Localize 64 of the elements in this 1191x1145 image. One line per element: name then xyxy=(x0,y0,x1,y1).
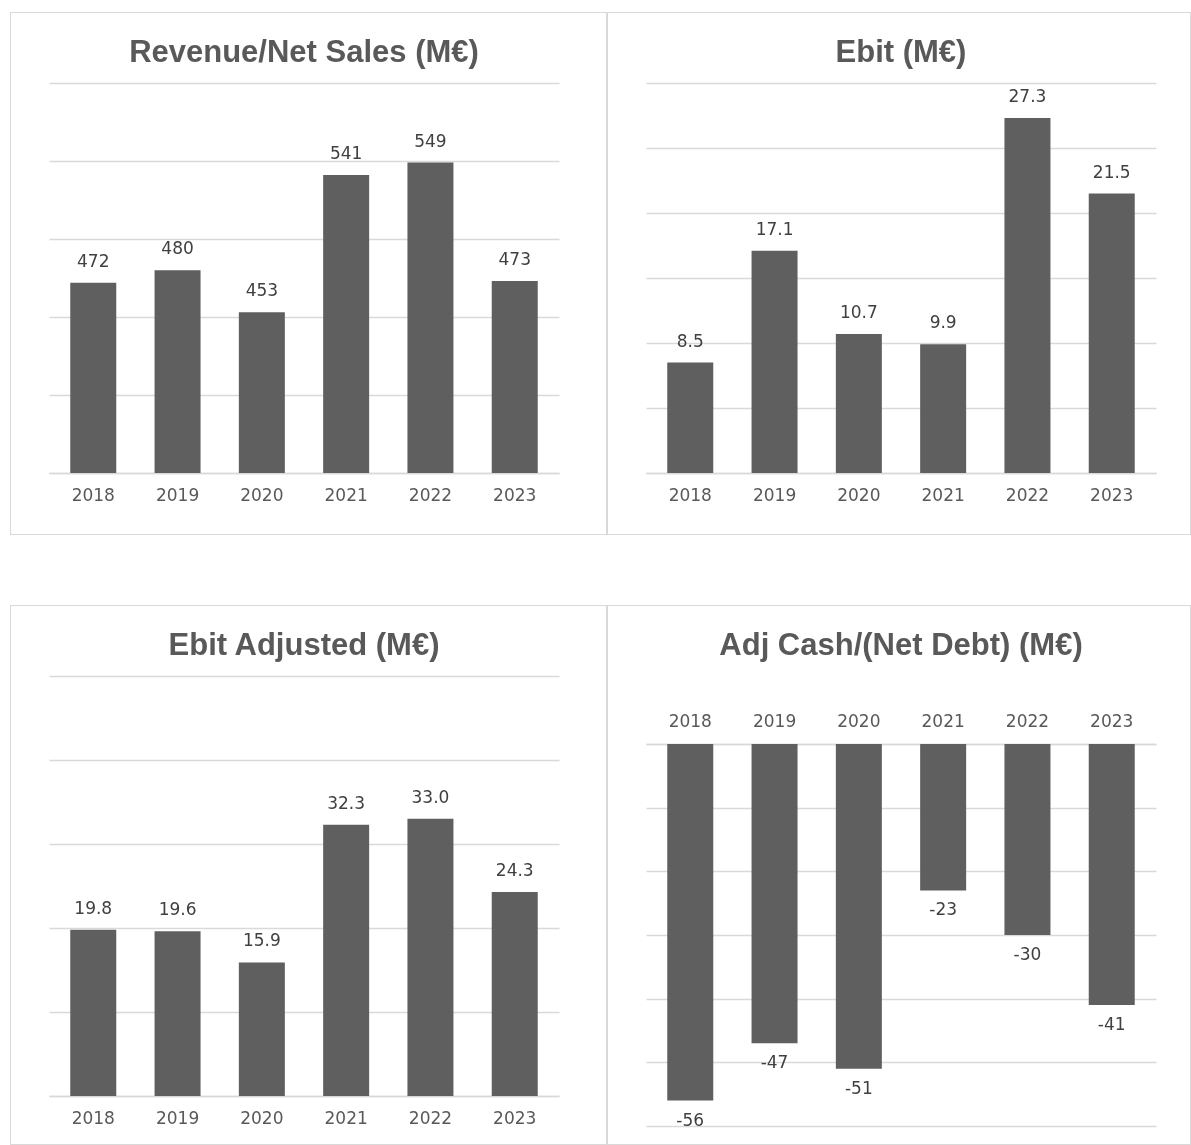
bar xyxy=(238,962,285,1096)
chart-title: Ebit Adjusted (M€) xyxy=(168,627,440,662)
data-label: 27.3 xyxy=(1008,86,1047,107)
data-label: 10.7 xyxy=(839,301,878,322)
bar xyxy=(1088,193,1135,473)
x-tick-label: 2020 xyxy=(837,710,881,731)
chart-title: Ebit (M€) xyxy=(835,34,967,69)
x-tick-label: 2021 xyxy=(324,484,368,505)
data-label: -51 xyxy=(844,1077,873,1098)
x-tick-label: 2019 xyxy=(752,710,797,731)
bar xyxy=(407,818,454,1096)
data-label: 19.6 xyxy=(158,899,197,920)
bar xyxy=(667,362,714,473)
x-tick-label: 2018 xyxy=(71,484,115,505)
x-tick-label: 2018 xyxy=(668,710,712,731)
data-label: 32.3 xyxy=(327,792,366,813)
x-tick-label: 2021 xyxy=(921,484,965,505)
x-tick-label: 2020 xyxy=(240,484,284,505)
data-label: 21.5 xyxy=(1092,161,1131,182)
data-label: 480 xyxy=(161,238,194,259)
data-label: -47 xyxy=(760,1052,789,1073)
x-tick-label: 2022 xyxy=(408,484,453,505)
x-tick-label: 2023 xyxy=(493,1107,537,1128)
data-label: -23 xyxy=(929,899,958,920)
data-label: 8.5 xyxy=(676,330,704,351)
bar xyxy=(323,824,370,1096)
data-label: 17.1 xyxy=(755,218,794,239)
x-tick-label: 2021 xyxy=(324,1107,368,1128)
x-tick-label: 2020 xyxy=(240,1107,284,1128)
x-tick-label: 2022 xyxy=(408,1107,453,1128)
bar xyxy=(1004,118,1051,473)
data-label: 33.0 xyxy=(411,786,450,807)
data-label: 24.3 xyxy=(495,859,534,880)
data-label: 473 xyxy=(498,249,531,270)
data-label: -56 xyxy=(676,1109,705,1130)
data-label: 9.9 xyxy=(929,312,957,333)
x-tick-label: 2020 xyxy=(837,484,881,505)
x-tick-label: 2019 xyxy=(752,484,797,505)
data-label: 453 xyxy=(245,280,279,301)
bar xyxy=(154,931,201,1096)
x-tick-label: 2021 xyxy=(921,710,965,731)
data-label: 472 xyxy=(77,250,110,271)
bar xyxy=(491,891,538,1096)
bar xyxy=(835,333,882,473)
bar xyxy=(751,250,798,473)
bar xyxy=(70,929,117,1096)
chart-title: Revenue/Net Sales (M€) xyxy=(129,34,479,69)
x-tick-label: 2018 xyxy=(71,1107,115,1128)
bar xyxy=(920,344,967,473)
data-label: 549 xyxy=(414,130,447,151)
x-tick-label: 2023 xyxy=(1090,484,1134,505)
x-tick-label: 2019 xyxy=(155,1107,200,1128)
data-label: 19.8 xyxy=(74,897,113,918)
x-tick-label: 2022 xyxy=(1005,484,1050,505)
x-tick-label: 2023 xyxy=(493,484,537,505)
x-tick-label: 2023 xyxy=(1090,710,1134,731)
data-label: -30 xyxy=(1013,944,1042,964)
data-label: 15.9 xyxy=(242,930,281,951)
x-tick-label: 2022 xyxy=(1005,710,1050,731)
x-tick-label: 2019 xyxy=(155,484,200,505)
chart-title: Adj Cash/(Net Debt) (M€) xyxy=(719,627,1083,662)
data-label: -41 xyxy=(1097,1014,1126,1035)
x-tick-label: 2018 xyxy=(668,484,712,505)
data-label: 541 xyxy=(329,143,363,164)
